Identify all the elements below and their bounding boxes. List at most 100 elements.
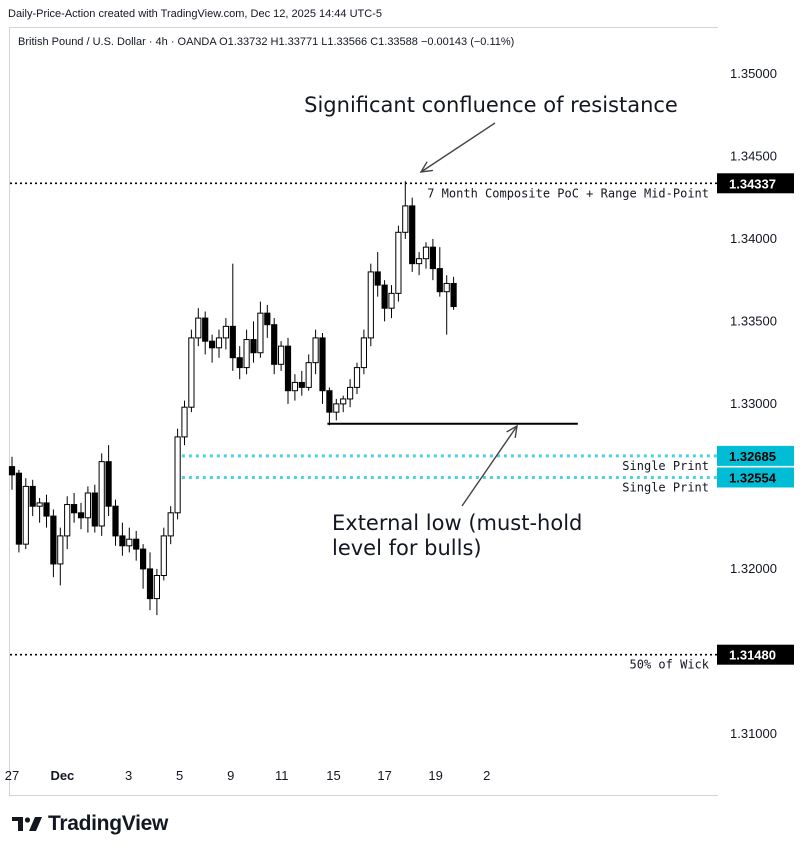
candle <box>236 346 243 380</box>
candle-body <box>29 485 36 507</box>
candle-body <box>326 390 333 413</box>
candle-body <box>140 548 147 570</box>
tradingview-logo[interactable]: TradingView <box>12 812 168 836</box>
wick-midpoint-level-label: 50% of Wick <box>630 658 710 672</box>
wick-midpoint-level-price-label: 1.31480 <box>729 648 776 663</box>
candle <box>98 453 105 536</box>
symbol-legend: British Pound / U.S. Dollar · 4h · OANDA… <box>18 36 515 48</box>
candle-body <box>422 246 430 260</box>
candle <box>43 494 50 528</box>
candle <box>209 334 216 363</box>
single-print-upper-label: Single Print <box>622 459 709 473</box>
price-tick-label: 1.33500 <box>730 313 777 328</box>
candle-body <box>409 205 416 265</box>
time-tick-label: 27 <box>5 768 19 783</box>
candle-body <box>305 362 312 388</box>
candle-body <box>126 538 133 547</box>
time-tick-label: Dec <box>50 768 74 783</box>
candle-body <box>367 271 374 339</box>
price-tick-label: 1.32000 <box>730 561 777 576</box>
candle-body <box>174 436 181 514</box>
candle <box>264 304 271 338</box>
candle-body <box>215 337 223 349</box>
price-tick-label: 1.33000 <box>730 396 777 411</box>
time-tick-label: 5 <box>176 768 183 783</box>
tradingview-brand: TradingView <box>48 812 169 835</box>
external-low-arrow-head <box>506 424 518 438</box>
candle-body <box>98 461 105 527</box>
candle <box>160 527 167 581</box>
candle <box>326 387 333 426</box>
time-tick-label: 9 <box>227 768 234 783</box>
candle-body <box>360 337 367 369</box>
external-low-annotation-line2: level for bulls) <box>332 536 482 560</box>
candle <box>167 506 174 545</box>
candle-body <box>64 504 71 537</box>
candle <box>395 225 402 302</box>
time-tick-label: 11 <box>275 768 289 783</box>
single-print-lower-price-label: 1.32554 <box>729 470 777 485</box>
candle-body <box>91 492 98 527</box>
resistance-annotation: Significant confluence of resistance <box>304 93 678 117</box>
candle <box>450 276 457 310</box>
candle-body <box>298 381 305 388</box>
candle-body <box>278 345 285 365</box>
chart-pane[interactable] <box>9 27 718 796</box>
candle <box>29 479 36 517</box>
candle-body <box>381 284 388 309</box>
time-tick-label: 3 <box>125 768 132 783</box>
price-tick-label: 1.34000 <box>730 231 777 246</box>
candle <box>126 527 133 553</box>
candle <box>133 530 140 561</box>
single-print-upper-price-label: 1.32685 <box>729 449 776 464</box>
candle <box>416 252 423 276</box>
price-tick-label: 1.31000 <box>730 726 777 741</box>
price-tick-label: 1.34500 <box>730 148 777 163</box>
candle-body <box>188 337 195 408</box>
candle-body <box>222 325 230 339</box>
candle-body <box>347 386 354 400</box>
candle-body <box>236 357 243 369</box>
candle <box>305 354 312 391</box>
price-tick-label: 1.35000 <box>730 66 777 81</box>
candle <box>278 341 285 371</box>
candle <box>436 247 443 297</box>
candle <box>105 445 112 517</box>
candle-body <box>112 505 119 537</box>
candle-body <box>71 504 78 514</box>
tradingview-logo-icon <box>12 817 42 831</box>
candle-body <box>43 502 50 517</box>
candle <box>64 496 71 550</box>
single-print-upper-price-box <box>717 445 794 466</box>
external-low-arrow <box>461 424 518 507</box>
candle <box>140 544 147 589</box>
time-tick-label: 15 <box>326 768 340 783</box>
external-low-arrow-shaft <box>461 425 518 507</box>
candle <box>8 456 16 490</box>
candle-body <box>160 535 167 577</box>
candle <box>284 337 292 404</box>
time-tick-label: 19 <box>428 768 442 783</box>
candle-body <box>264 312 271 326</box>
candle-body <box>257 312 264 354</box>
composite-poc-level-label: 7 Month Composite PoC + Range Mid-Point <box>427 186 709 200</box>
candle <box>367 263 374 347</box>
candle-body <box>450 282 457 308</box>
candle-body <box>243 339 250 369</box>
candle <box>15 469 22 553</box>
candle-body <box>15 472 22 545</box>
candle <box>381 280 388 322</box>
candle <box>71 493 78 523</box>
candle <box>22 478 29 550</box>
candle-body <box>119 535 126 547</box>
candle-body <box>84 492 92 519</box>
single-print-lower-price-box <box>717 467 794 488</box>
candle-body <box>284 345 292 392</box>
wick-midpoint-level-price-box <box>717 644 794 665</box>
candle-body <box>416 258 423 265</box>
candle <box>153 568 161 616</box>
candle-body <box>8 466 16 476</box>
chart-credit: Daily-Price-Action created with TradingV… <box>8 8 382 20</box>
annotations: Significant confluence of resistance Exte… <box>304 93 678 560</box>
